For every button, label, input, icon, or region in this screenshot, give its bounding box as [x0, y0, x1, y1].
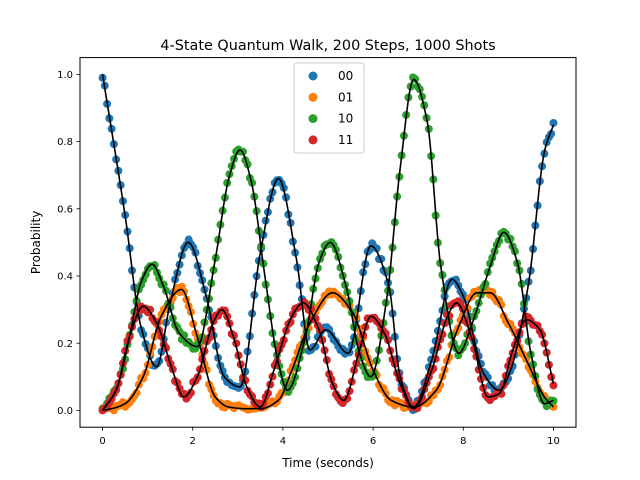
x-tick-label: 2 — [190, 436, 196, 447]
y-tick-label: 1.0 — [57, 70, 73, 81]
theory-11-line — [101, 302, 555, 411]
point-01 — [132, 388, 141, 397]
legend-marker-10 — [308, 114, 318, 124]
theory-line-layer — [101, 74, 555, 412]
x-tick-label: 0 — [99, 436, 105, 447]
point-00 — [372, 244, 381, 253]
plot-frame — [79, 57, 577, 428]
x-axis-label: Time (seconds) — [281, 456, 374, 470]
point-00 — [311, 342, 320, 351]
point-11 — [549, 381, 558, 390]
point-11 — [146, 305, 155, 314]
point-00 — [549, 118, 558, 127]
y-tick-label: 0.6 — [57, 204, 73, 215]
chart-title: 4-State Quantum Walk, 200 Steps, 1000 Sh… — [160, 38, 495, 54]
legend-marker-00 — [308, 71, 318, 81]
y-tick-label: 0.2 — [57, 339, 73, 350]
point-11 — [497, 389, 506, 398]
point-11 — [186, 388, 195, 397]
legend-marker-01 — [308, 92, 318, 102]
theory-00-line — [101, 74, 555, 408]
legend-label-01: 01 — [338, 90, 353, 104]
point-00 — [483, 373, 492, 382]
legend-box — [293, 62, 365, 154]
x-tick-label: 6 — [370, 436, 376, 447]
y-axis: 0.0 0.2 0.4 0.6 0.8 1.0 — [57, 70, 80, 417]
legend-label-11: 11 — [338, 133, 353, 147]
point-10 — [411, 74, 420, 83]
y-tick-label: 0.4 — [57, 272, 73, 283]
x-tick-label: 10 — [547, 436, 560, 447]
x-tick-label: 4 — [280, 436, 286, 447]
legend: 00 01 10 11 — [293, 62, 365, 154]
x-axis: 0 2 4 6 8 10 — [99, 427, 560, 447]
y-tick-label: 0.0 — [57, 406, 73, 417]
y-axis-label: Probability — [29, 211, 43, 274]
x-tick-label: 8 — [460, 436, 466, 447]
legend-label-00: 00 — [338, 69, 353, 83]
theory-10-line — [101, 78, 554, 411]
y-tick-label: 0.8 — [57, 137, 73, 148]
theory-01-line — [102, 288, 555, 412]
legend-label-10: 10 — [338, 112, 353, 126]
legend-marker-11 — [308, 135, 318, 145]
